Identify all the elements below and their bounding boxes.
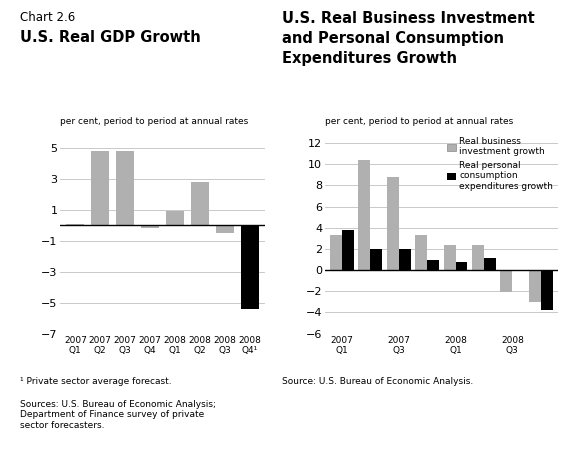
Bar	[540, 270, 553, 310]
Text: Chart 2.6: Chart 2.6	[20, 11, 75, 24]
Legend: Real business
investment growth, Real personal
consumption
expenditures growth: Real business investment growth, Real pe…	[443, 133, 557, 194]
Text: Sources: U.S. Bureau of Economic Analysis;
Department of Finance survey of priva: Sources: U.S. Bureau of Economic Analysi…	[20, 400, 216, 430]
Bar	[427, 260, 439, 270]
Bar	[415, 235, 427, 270]
Text: U.S. Real GDP Growth: U.S. Real GDP Growth	[20, 30, 201, 45]
Text: Expenditures Growth: Expenditures Growth	[282, 51, 457, 66]
Text: U.S. Real Business Investment: U.S. Real Business Investment	[282, 11, 535, 27]
Bar	[387, 177, 398, 270]
Text: and Personal Consumption: and Personal Consumption	[282, 31, 504, 46]
Bar	[358, 160, 370, 270]
Bar	[484, 259, 496, 270]
Bar	[500, 270, 512, 292]
Bar	[398, 249, 411, 270]
Bar	[330, 235, 342, 270]
Bar	[116, 151, 134, 225]
Text: ¹ Private sector average forecast.: ¹ Private sector average forecast.	[20, 377, 172, 386]
Bar	[370, 249, 382, 270]
Bar	[66, 224, 85, 225]
Text: per cent, period to period at annual rates: per cent, period to period at annual rat…	[325, 117, 513, 126]
Bar	[342, 230, 354, 270]
Bar	[455, 262, 467, 270]
Bar	[240, 225, 259, 309]
Bar	[141, 225, 159, 228]
Text: per cent, period to period at annual rates: per cent, period to period at annual rat…	[60, 117, 248, 126]
Bar	[443, 244, 455, 270]
Bar	[529, 270, 540, 302]
Bar	[166, 212, 184, 225]
Bar	[472, 244, 484, 270]
Text: Source: U.S. Bureau of Economic Analysis.: Source: U.S. Bureau of Economic Analysis…	[282, 377, 473, 386]
Bar	[91, 151, 109, 225]
Bar	[216, 225, 233, 233]
Bar	[191, 182, 209, 225]
